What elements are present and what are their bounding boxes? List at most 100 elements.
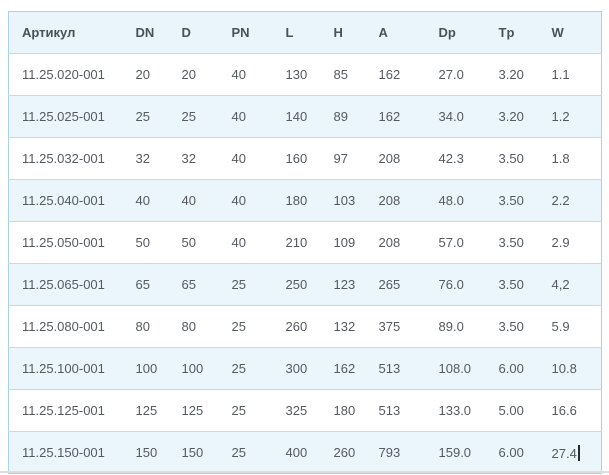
cell-text: 400 [285,445,308,460]
table-cell: 40 [218,221,273,264]
table-body: 11.25.020-001 20 20 40 130 85 162 27.0 3.20 1.1 11… [8,53,602,474]
column-header-l: L [272,11,321,54]
cell-text: 3.20 [498,67,524,82]
table-cell: 40 [218,95,273,138]
table-cell: 40 [168,179,219,222]
table-cell: 180 [320,389,366,432]
table-cell: 11.25.080-001 [8,305,123,348]
cell-text: 80 [181,319,196,334]
table-cell: 50 [122,221,169,264]
table-cell: 40 [218,53,273,96]
cell-text: 5.9 [551,319,570,334]
column-header-a: A [365,11,426,54]
column-header-h: H [320,11,366,54]
cell-text: 300 [285,361,308,376]
table-cell: 1.2 [538,95,602,138]
cell-text: 103 [333,193,356,208]
table-cell: 3.50 [485,179,539,222]
cell-text: 123 [333,277,356,292]
table-cell: 108.0 [425,347,486,390]
cell-text: 3.50 [498,277,524,292]
cell-text: 162 [333,361,356,376]
table-cell: 133.0 [425,389,486,432]
table-cell: 25 [218,347,273,390]
cell-text: 130 [285,67,308,82]
table-cell: 27.4 [538,431,602,474]
table-cell: 100 [122,347,169,390]
bottom-divider [0,471,609,473]
table-row: 11.25.032-001 32 32 40 160 97 208 42.3 3.50 1.8 [8,137,602,180]
cell-text: 25 [231,361,246,376]
table-cell: 65 [122,263,169,306]
cell-text: 65 [181,277,196,292]
cell-text: 11.25.065-001 [22,277,105,292]
cell-text: 80 [135,319,150,334]
cell-text: 208 [378,235,401,250]
table-cell: 11.25.100-001 [8,347,123,390]
cell-text: 25 [231,445,246,460]
cell-text: 11.25.032-001 [22,151,105,166]
table-cell: 85 [320,53,366,96]
table-row: 11.25.150-001 150 150 25 400 260 793 159.0 6.00 2… [8,431,602,474]
text-cursor [577,444,580,461]
cell-text: 100 [135,361,158,376]
cell-text: 11.25.150-001 [22,445,105,460]
cell-text: 208 [378,151,401,166]
cell-text: 89.0 [438,319,464,334]
table-cell: 80 [122,305,169,348]
cell-text: 162 [378,67,401,82]
cell-text: 11.25.025-001 [22,109,105,124]
table-cell: 100 [168,347,219,390]
cell-text: 159.0 [438,445,472,460]
cell-text: 20 [181,67,196,82]
cell-text: 11.25.125-001 [22,403,105,418]
cell-text: 27.0 [438,67,464,82]
table-cell: 11.25.020-001 [8,53,123,96]
cell-text: 89 [333,109,348,124]
table-cell: 125 [122,389,169,432]
table-cell: 4,2 [538,263,602,306]
table-cell: 250 [272,263,321,306]
cell-text: 2.9 [551,235,570,250]
table-cell: 5.00 [485,389,539,432]
table-cell: 20 [168,53,219,96]
table-row: 11.25.040-001 40 40 40 180 103 208 48.0 3.50 2.2 [8,179,602,222]
cell-text: 40 [231,235,246,250]
cell-text: 325 [285,403,308,418]
cell-text: 150 [135,445,158,460]
cell-text: 57.0 [438,235,464,250]
table-cell: 300 [272,347,321,390]
cell-text: 3.50 [498,319,524,334]
table-cell: 3.50 [485,305,539,348]
cell-text: 40 [181,193,196,208]
cell-text: 260 [333,445,356,460]
column-header-article: Артикул [8,11,123,54]
cell-text: 32 [181,151,196,166]
cell-text: 11.25.080-001 [22,319,105,334]
cell-text: 25 [231,277,246,292]
table-cell: 25 [168,95,219,138]
spec-table: Артикул DN D PN L H A Dp Tp W 11.25.020-… [8,11,602,474]
cell-text: 100 [181,361,204,376]
table-cell: 16.6 [538,389,602,432]
cell-text: 132 [333,319,356,334]
table-cell: 260 [272,305,321,348]
table-cell: 2.2 [538,179,602,222]
cell-text: 3.50 [498,235,524,250]
table-cell: 2.9 [538,221,602,264]
cell-text: 3.50 [498,151,524,166]
cell-text: 16.6 [551,403,577,418]
table-cell: 3.50 [485,137,539,180]
cell-text: 48.0 [438,193,464,208]
column-header-d: D [168,11,219,54]
table-cell: 6.00 [485,347,539,390]
table-cell: 25 [218,305,273,348]
cell-text: 85 [333,67,348,82]
cell-text: 140 [285,109,308,124]
cell-text: 11.25.050-001 [22,235,105,250]
table-cell: 34.0 [425,95,486,138]
table-cell: 48.0 [425,179,486,222]
cell-text: 11.25.020-001 [22,67,105,82]
table-cell: 513 [365,389,426,432]
column-header-dp: Dp [425,11,486,54]
